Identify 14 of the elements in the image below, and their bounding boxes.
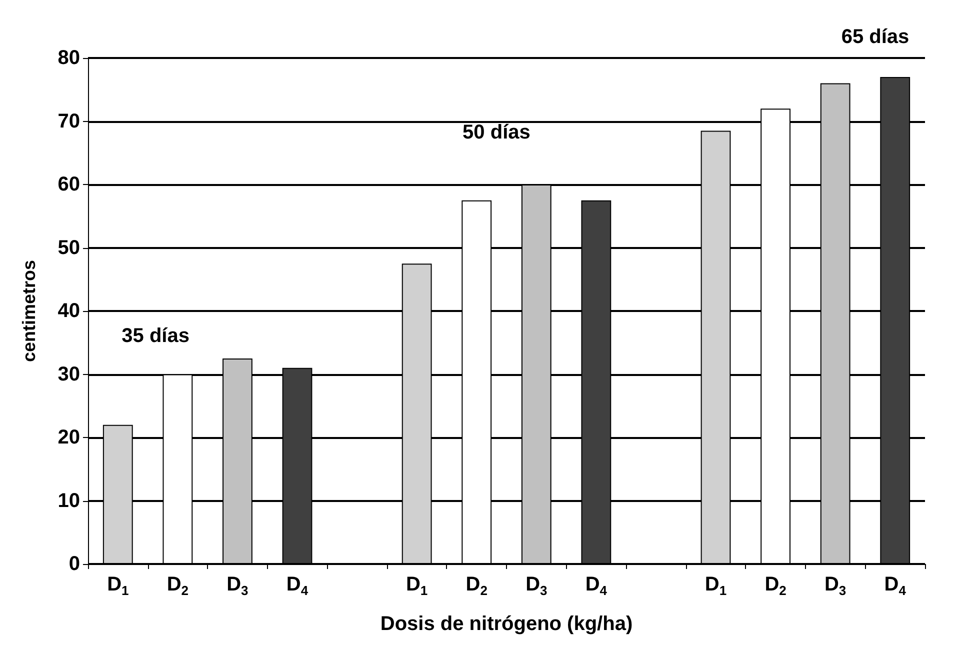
annotation: 50 días (462, 121, 530, 144)
y-tick-label: 50 (58, 236, 80, 259)
y-tick-label: 80 (58, 47, 80, 69)
y-tick-label: 20 (58, 426, 80, 448)
y-tick-label: 30 (58, 363, 80, 386)
y-tick-label: 70 (58, 110, 80, 132)
text: 65 días (841, 26, 910, 48)
y-tick-label: 40 (58, 300, 80, 322)
annotation: 35 días (122, 325, 190, 347)
y-axis-title: centimetros (19, 260, 39, 362)
y-tick-label: 10 (58, 490, 80, 512)
x-axis-title: Dosis de nitrógeno (kg/ha) (380, 613, 633, 635)
y-tick-label: 0 (68, 553, 80, 575)
y-tick-label: 60 (58, 174, 80, 196)
